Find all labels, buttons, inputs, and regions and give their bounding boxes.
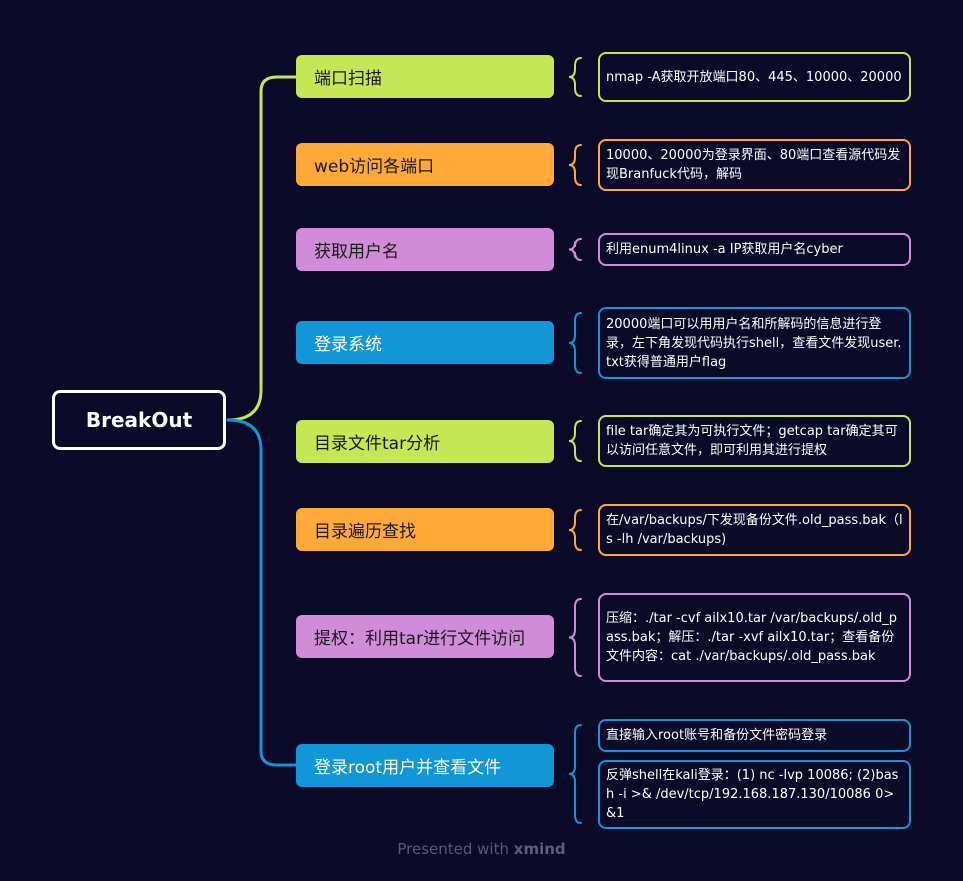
root-topic[interactable]: BreakOut (52, 390, 226, 450)
detail-text: 20000端口可以用用户名和所解码的信息进行登录，左下角发现代码执行shell，… (606, 316, 902, 370)
detail-text: 反弹shell在kali登录：(1) nc -lvp 10086; (2)bas… (606, 768, 899, 821)
detail-note[interactable]: 在/var/backups/下发现备份文件.old_pass.bak（ls -l… (598, 504, 911, 556)
xmind-logo: xmind (513, 840, 566, 858)
detail-text: nmap -A获取开放端口80、445、10000、20000 (606, 69, 902, 85)
detail-brace (568, 509, 582, 551)
detail-note[interactable]: 直接输入root账号和备份文件密码登录 (598, 719, 911, 752)
detail-note[interactable]: 压缩：./tar -cvf ailx10.tar /var/backups/.o… (598, 593, 911, 682)
detail-brace (568, 420, 582, 462)
detail-text: 在/var/backups/下发现备份文件.old_pass.bak（ls -l… (606, 513, 903, 547)
branch-topic[interactable]: 获取用户名 (296, 228, 554, 271)
detail-note[interactable]: file tar确定其为可执行文件；getcap tar确定其可以访问任意文件，… (598, 415, 911, 467)
detail-brace (568, 238, 582, 261)
detail-brace (568, 57, 582, 97)
branch-topic[interactable]: 目录文件tar分析 (296, 420, 554, 463)
detail-brace (568, 144, 582, 186)
branch-topic[interactable]: 端口扫描 (296, 55, 554, 98)
root-bracket-upper (226, 75, 298, 422)
detail-note[interactable]: 反弹shell在kali登录：(1) nc -lvp 10086; (2)bas… (598, 760, 911, 829)
detail-brace (568, 312, 582, 374)
detail-brace (568, 598, 582, 677)
footer-prefix: Presented with (397, 840, 509, 858)
detail-text: 10000、20000为登录界面、80端口查看源代码发现Branfuck代码，解… (606, 148, 901, 182)
branch-topic[interactable]: web访问各端口 (296, 143, 554, 186)
branch-topic[interactable]: 登录系统 (296, 321, 554, 364)
detail-text: 压缩：./tar -cvf ailx10.tar /var/backups/.o… (606, 611, 897, 664)
branch-topic[interactable]: 登录root用户并查看文件 (296, 744, 554, 787)
root-bracket-lower (226, 418, 298, 767)
detail-note[interactable]: 利用enum4linux -a IP获取用户名cyber (598, 233, 911, 266)
footer-credit: Presented with xmind (0, 840, 963, 858)
detail-text: 直接输入root账号和备份文件密码登录 (606, 728, 828, 743)
detail-text: 利用enum4linux -a IP获取用户名cyber (606, 242, 843, 257)
detail-text: file tar确定其为可执行文件；getcap tar确定其可以访问任意文件，… (606, 424, 898, 458)
branch-topic[interactable]: 目录遍历查找 (296, 508, 554, 551)
detail-brace (568, 724, 582, 824)
detail-note[interactable]: 20000端口可以用用户名和所解码的信息进行登录，左下角发现代码执行shell，… (598, 307, 911, 379)
detail-note[interactable]: 10000、20000为登录界面、80端口查看源代码发现Branfuck代码，解… (598, 139, 911, 191)
branch-topic[interactable]: 提权：利用tar进行文件访问 (296, 615, 554, 658)
detail-note[interactable]: nmap -A获取开放端口80、445、10000、20000 (598, 52, 911, 102)
